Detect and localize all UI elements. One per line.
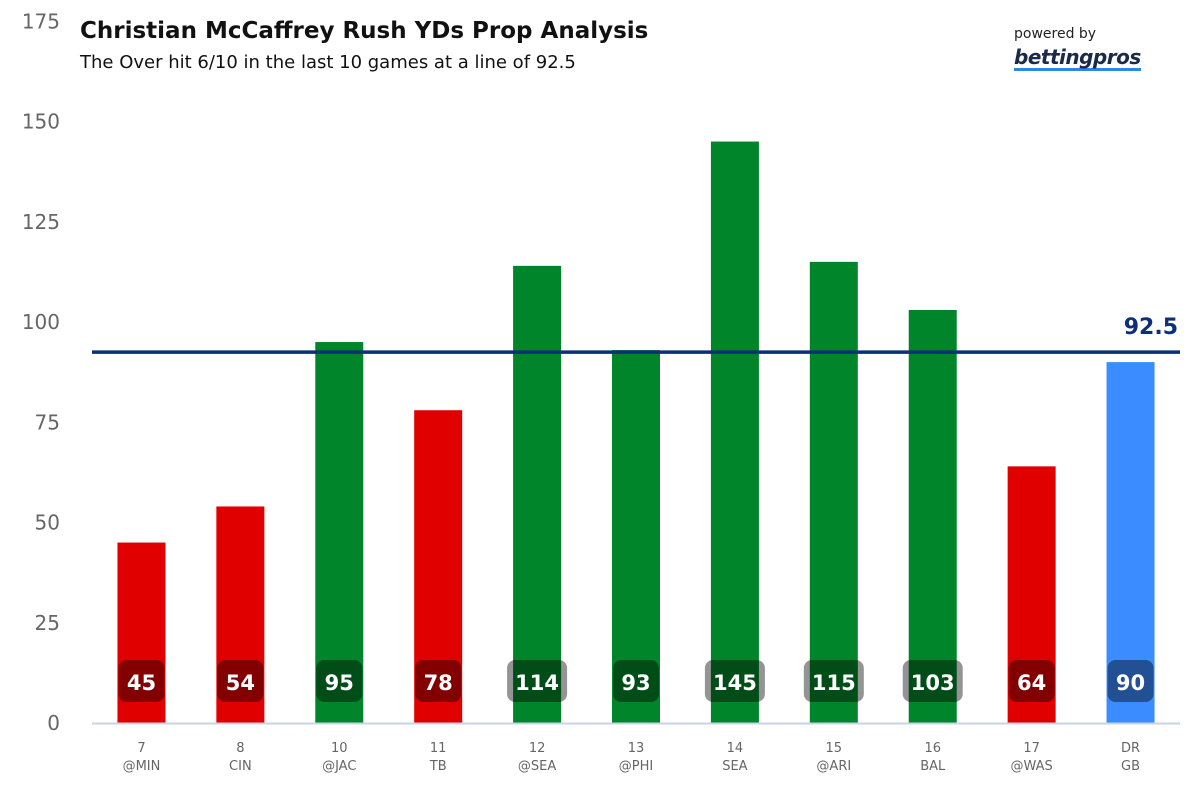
data-label-box	[704, 660, 765, 702]
data-label: 90	[1116, 671, 1145, 695]
bar	[1007, 466, 1056, 723]
x-tick-week: 16	[924, 741, 941, 756]
x-tick-opponent: @MIN	[123, 759, 161, 774]
data-label: 93	[621, 671, 650, 695]
data-label: 95	[325, 671, 354, 695]
x-tick-opponent: @JAC	[322, 759, 356, 774]
y-tick-label: 50	[35, 511, 60, 535]
powered-by-label: powered by	[1014, 26, 1097, 42]
x-tick-week: 13	[628, 741, 645, 756]
data-label-box	[1107, 660, 1154, 702]
bar	[809, 261, 858, 723]
x-tick-opponent: @SEA	[518, 759, 556, 774]
x-tick-week: 7	[137, 741, 145, 756]
data-label: 54	[226, 671, 255, 695]
data-label-box	[118, 660, 165, 702]
y-tick-label: 0	[47, 711, 60, 735]
chart-title: Christian McCaffrey Rush YDs Prop Analys…	[80, 18, 649, 44]
data-label: 103	[911, 671, 955, 695]
y-tick-label: 100	[22, 310, 60, 334]
x-tick-week: 17	[1023, 741, 1040, 756]
y-tick-label: 175	[22, 9, 60, 33]
bar	[908, 309, 957, 723]
x-tick-week: 12	[529, 741, 546, 756]
data-label-box	[316, 660, 363, 702]
bar	[117, 542, 166, 723]
data-label: 45	[127, 671, 156, 695]
x-tick-opponent: BAL	[920, 759, 946, 774]
bar	[513, 265, 562, 723]
y-tick-label: 150	[22, 110, 60, 134]
y-tick-label: 75	[35, 410, 60, 434]
x-tick-week: 10	[331, 741, 348, 756]
x-tick-week: DR	[1121, 741, 1140, 756]
data-label: 78	[424, 671, 453, 695]
x-tick-week: 14	[727, 741, 744, 756]
data-label: 115	[812, 671, 856, 695]
bar	[1106, 362, 1155, 723]
data-label-box	[803, 660, 864, 702]
x-tick-opponent: SEA	[722, 759, 747, 774]
data-label-box	[507, 660, 568, 702]
bar	[612, 350, 660, 723]
bar	[710, 141, 759, 724]
x-tick-week: 11	[430, 741, 447, 756]
data-label-box	[613, 660, 659, 702]
x-tick-opponent: @WAS	[1010, 759, 1052, 774]
bettingpros-logo: bettingpros	[1014, 45, 1141, 71]
data-label: 114	[515, 671, 559, 695]
bar	[414, 410, 463, 723]
prop-line-label: 92.5	[1124, 315, 1178, 340]
data-label-box	[1008, 660, 1055, 702]
x-tick-opponent: @PHI	[619, 759, 653, 774]
data-label: 64	[1017, 671, 1046, 695]
data-label-box	[415, 660, 462, 702]
x-tick-week: 8	[236, 741, 244, 756]
data-label: 145	[713, 671, 757, 695]
x-tick-opponent: @ARI	[816, 759, 851, 774]
x-tick-week: 15	[826, 741, 843, 756]
data-label-box	[217, 660, 264, 702]
bar	[216, 506, 265, 723]
x-tick-opponent: GB	[1121, 759, 1140, 774]
y-tick-label: 25	[35, 611, 60, 635]
x-tick-opponent: TB	[429, 759, 447, 774]
bar	[315, 342, 364, 723]
chart-subtitle: The Over hit 6/10 in the last 10 games a…	[80, 52, 576, 73]
data-label-box	[902, 660, 963, 702]
x-tick-opponent: CIN	[229, 759, 252, 774]
y-tick-label: 125	[22, 210, 60, 234]
